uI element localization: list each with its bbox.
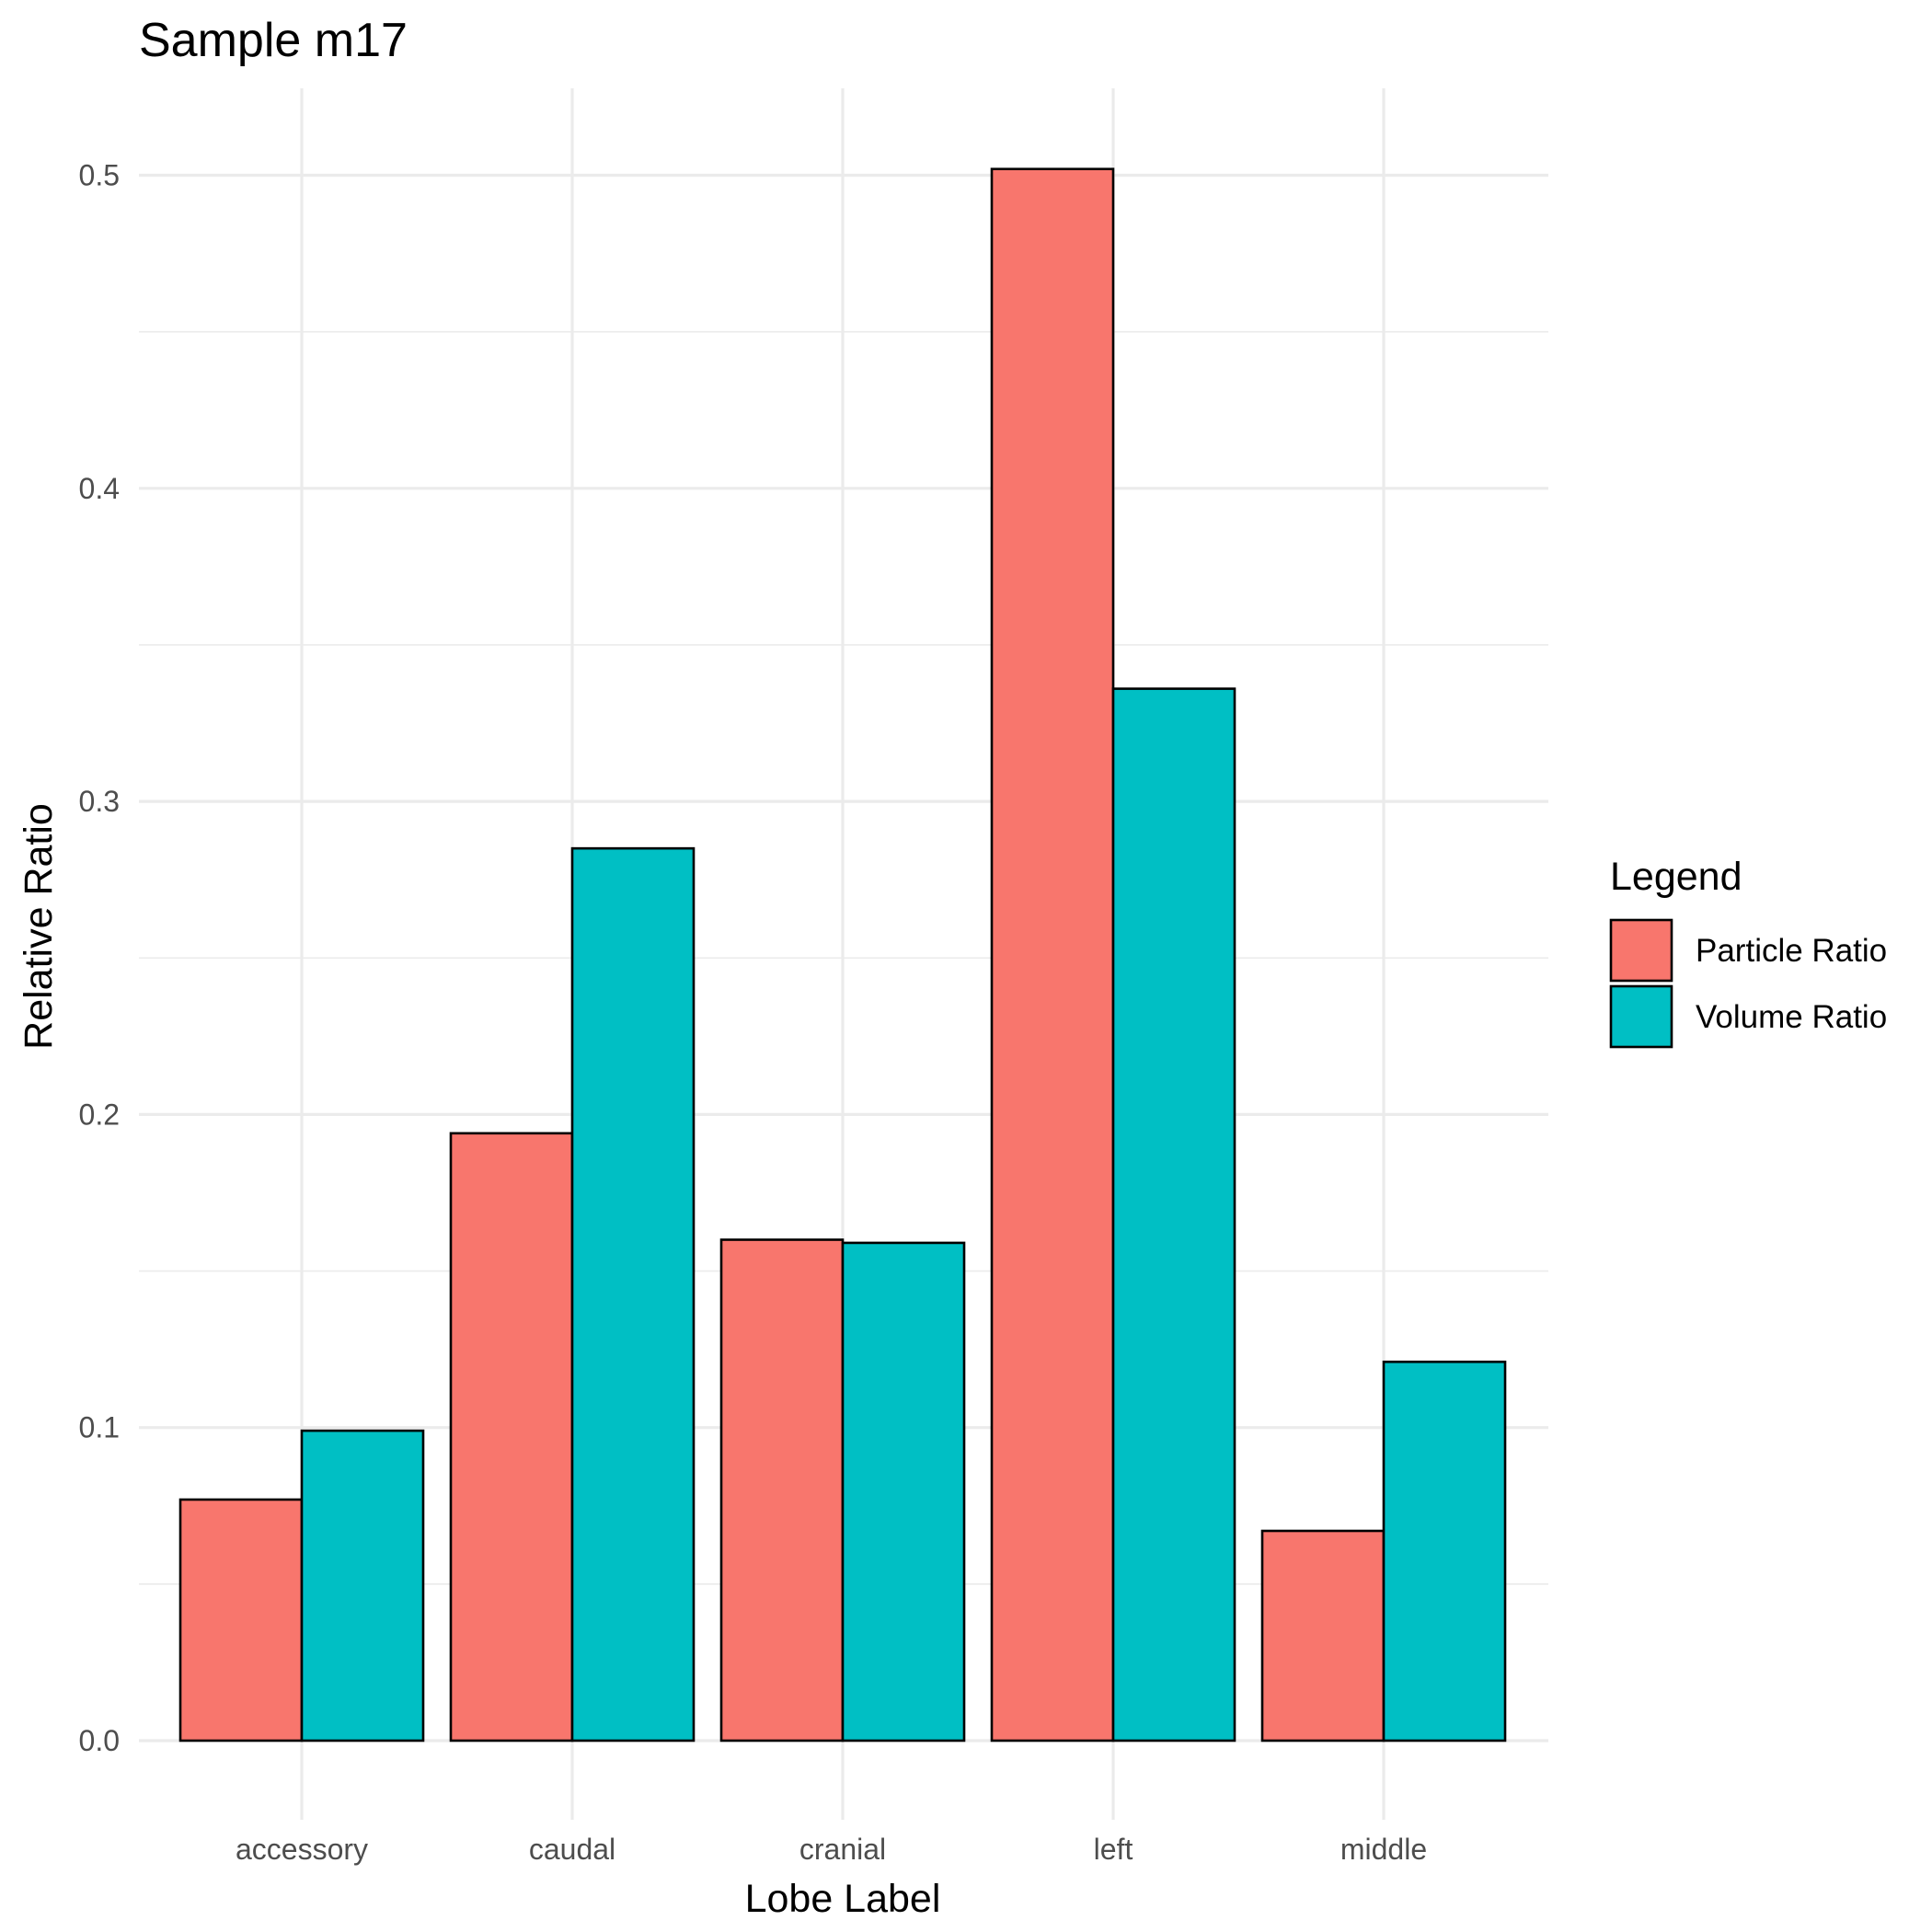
bar-caudal-particle-ratio <box>449 1132 574 1742</box>
x-tick-label: accessory <box>236 1833 368 1866</box>
y-axis-tick-labels: 0.0 0.1 0.2 0.3 0.4 0.5 <box>79 159 120 1758</box>
chart-title: Sample m17 <box>139 14 408 67</box>
x-tick-label: left <box>1094 1833 1133 1866</box>
bar-accessory-volume-ratio <box>300 1429 425 1742</box>
legend-title: Legend <box>1610 855 1742 899</box>
bar-accessory-particle-ratio <box>178 1498 304 1742</box>
y-tick-label: 0.5 <box>79 159 120 192</box>
x-tick-label: middle <box>1340 1833 1427 1866</box>
legend-label: Volume Ratio <box>1696 999 1887 1035</box>
y-tick-label: 0.3 <box>79 785 120 818</box>
y-tick-label: 0.2 <box>79 1098 120 1131</box>
legend-key-particle-ratio <box>1609 918 1673 983</box>
legend: Legend Particle Ratio Volume Ratio <box>1609 855 1887 1049</box>
legend-items: Particle Ratio Volume Ratio <box>1609 918 1887 1049</box>
x-axis-tick-labels: accessory caudal cranial left middle <box>236 1833 1427 1866</box>
y-tick-label: 0.4 <box>79 472 120 505</box>
bar-middle-particle-ratio <box>1260 1529 1386 1742</box>
legend-key-volume-ratio <box>1609 984 1673 1049</box>
bar-left-volume-ratio <box>1111 687 1236 1742</box>
x-tick-label: cranial <box>799 1833 886 1866</box>
y-axis-title: Relative Ratio <box>17 803 61 1050</box>
legend-label: Particle Ratio <box>1696 933 1887 969</box>
x-tick-label: caudal <box>529 1833 615 1866</box>
bar-left-particle-ratio <box>990 167 1115 1742</box>
bar-middle-volume-ratio <box>1382 1360 1507 1742</box>
x-axis-title: Lobe Label <box>745 1877 941 1921</box>
bar-cranial-volume-ratio <box>841 1241 966 1742</box>
bar-caudal-volume-ratio <box>570 846 696 1742</box>
y-tick-label: 0.1 <box>79 1411 120 1444</box>
y-tick-label: 0.0 <box>79 1724 120 1757</box>
bars <box>178 167 1507 1742</box>
bar-cranial-particle-ratio <box>719 1238 845 1742</box>
